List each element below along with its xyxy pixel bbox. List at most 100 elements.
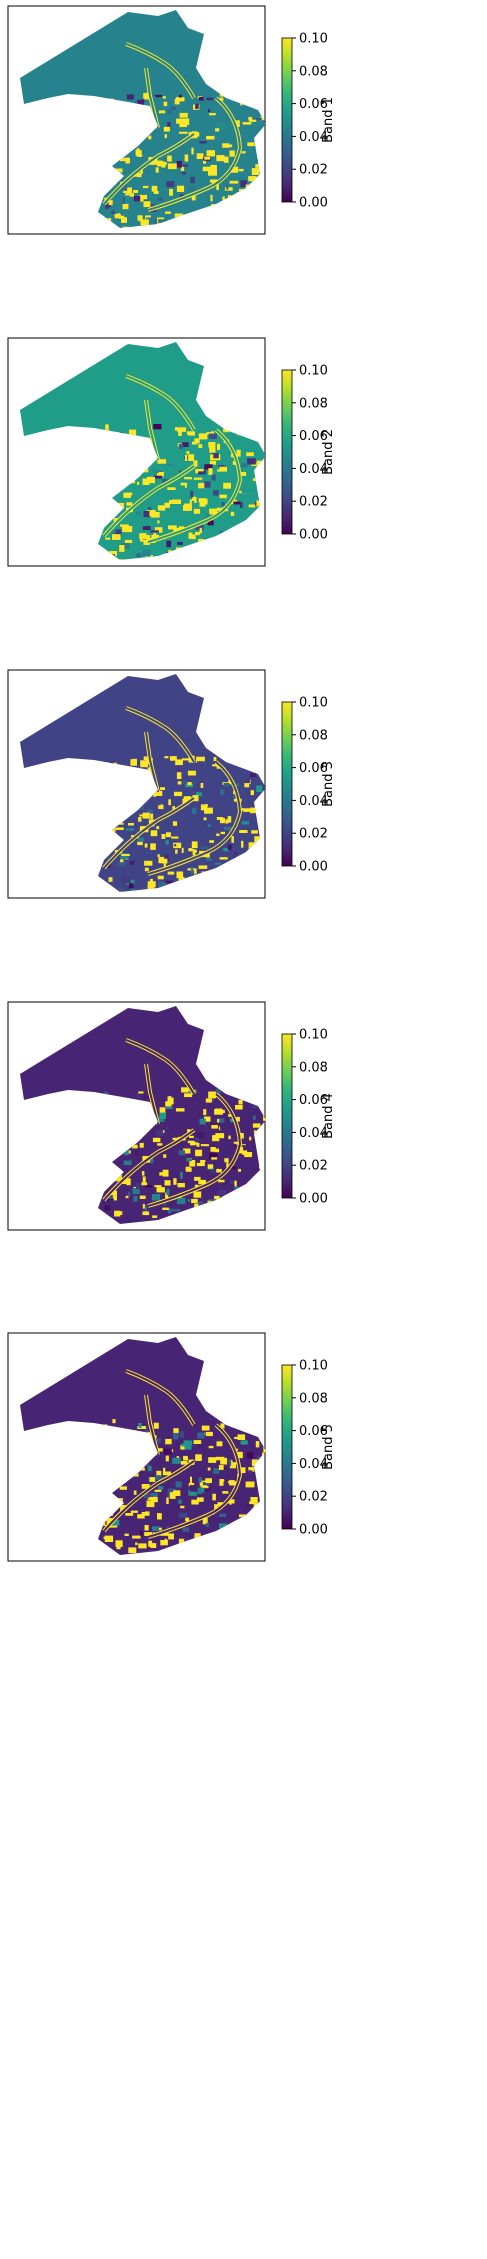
- land-pixel: [230, 511, 235, 516]
- land-pixel: [184, 477, 193, 480]
- land-pixel: [210, 1185, 218, 1193]
- land-pixel: [156, 1129, 164, 1136]
- land-pixel: [158, 881, 166, 888]
- land-pixel: [166, 1497, 169, 1505]
- land-pixel: [227, 816, 232, 823]
- land-pixel: [234, 1180, 237, 1187]
- channel: [103, 133, 195, 205]
- land-pixel: [244, 1152, 253, 1158]
- land-pixel: [143, 539, 150, 545]
- land-pixel: [154, 527, 163, 533]
- land-pixel: [162, 96, 166, 99]
- land-pixel: [169, 1492, 176, 1499]
- land-pixel: [182, 1527, 190, 1532]
- land-pixel: [164, 134, 167, 139]
- land-pixel: [124, 539, 133, 543]
- land-pixel: [167, 1097, 174, 1105]
- land-pixel: [140, 219, 149, 227]
- colorbar-tick-label: 0.06: [299, 1424, 328, 1439]
- land-pixel: [253, 1115, 256, 1121]
- land-pixel: [213, 1468, 220, 1474]
- colorbar: [281, 37, 293, 203]
- land-pixel: [194, 1533, 201, 1540]
- land-pixel: [248, 1470, 253, 1474]
- band-panel: 0.00 0.02 0.04 0.06 0.08 0.10 Band 2: [0, 332, 487, 665]
- land-pixel: [154, 94, 162, 98]
- land-pixel: [185, 1517, 190, 1522]
- land-pixel: [163, 862, 166, 867]
- land-pixel: [180, 166, 185, 171]
- land-pixel: [158, 805, 164, 809]
- land-pixel: [148, 1540, 153, 1547]
- land-pixel: [153, 532, 157, 540]
- land-pixel: [150, 843, 156, 850]
- land-pixel: [134, 860, 143, 867]
- land-pixel: [115, 887, 123, 892]
- land-pixel: [217, 1502, 223, 1507]
- land-pixel: [121, 217, 127, 223]
- land-pixel: [211, 1098, 214, 1101]
- land-pixel: [236, 1116, 240, 1122]
- land-pixel: [243, 808, 252, 812]
- land-pixel: [143, 1095, 151, 1099]
- land-pixel: [198, 865, 208, 869]
- land-pixel: [194, 1184, 199, 1189]
- channel: [145, 399, 159, 461]
- land-pixel: [190, 176, 195, 184]
- colorbar-tick-label: 0.08: [299, 728, 328, 743]
- land-pixel: [163, 1200, 167, 1206]
- land-pixel: [157, 1513, 162, 1520]
- land-pixel: [175, 759, 183, 766]
- land-pixel: [238, 1099, 243, 1105]
- land-pixel: [114, 1210, 121, 1217]
- land-pixel: [143, 93, 150, 99]
- channel: [103, 1460, 195, 1532]
- colorbar-tick-label: 0.02: [299, 827, 328, 842]
- land-pixel: [180, 164, 189, 167]
- land-pixel: [188, 848, 193, 852]
- land-pixel: [135, 511, 142, 515]
- land-pixel: [205, 1478, 212, 1483]
- land-pixel: [248, 504, 256, 508]
- land-pixel: [268, 1220, 275, 1227]
- land-pixel: [167, 1208, 171, 1214]
- land-pixel: [173, 1432, 179, 1440]
- land-pixel: [205, 852, 210, 858]
- land-pixel: [191, 195, 196, 201]
- land-pixel: [209, 179, 218, 183]
- land-pixel: [179, 194, 184, 198]
- land-pixel: [173, 842, 182, 849]
- land-pixel: [113, 1187, 121, 1191]
- land-pixel: [181, 758, 190, 761]
- colorbar-tick-label: 0.06: [299, 761, 328, 776]
- land-pixel: [219, 857, 228, 860]
- land-pixel: [139, 814, 145, 817]
- land-pixel: [183, 796, 191, 800]
- land-pixel: [122, 526, 126, 532]
- land-pixel: [193, 508, 201, 514]
- land-pixel: [190, 490, 194, 498]
- land-pixel: [266, 837, 271, 840]
- land-pixel: [124, 1533, 129, 1536]
- land-pixel: [178, 780, 188, 784]
- land-pixel: [186, 431, 195, 435]
- land-pixel: [192, 807, 197, 814]
- land-pixel: [166, 1106, 173, 1109]
- channel: [147, 97, 242, 211]
- land-pixel: [221, 502, 225, 506]
- land-pixel: [178, 1150, 185, 1156]
- land-pixel: [184, 1093, 193, 1098]
- land-pixel: [267, 764, 274, 769]
- land-pixel: [175, 1481, 182, 1488]
- land-pixel: [220, 789, 225, 796]
- land-pixel: [122, 203, 129, 210]
- land-pixel: [115, 827, 124, 830]
- land-pixel: [163, 1154, 167, 1158]
- land-pixel: [242, 122, 252, 125]
- land-pixel: [153, 1422, 159, 1429]
- land-pixel: [215, 1133, 225, 1139]
- land-pixel: [234, 852, 238, 856]
- land-pixel: [176, 185, 185, 192]
- land-pixel: [142, 1211, 150, 1216]
- land-pixel: [265, 1217, 266, 1221]
